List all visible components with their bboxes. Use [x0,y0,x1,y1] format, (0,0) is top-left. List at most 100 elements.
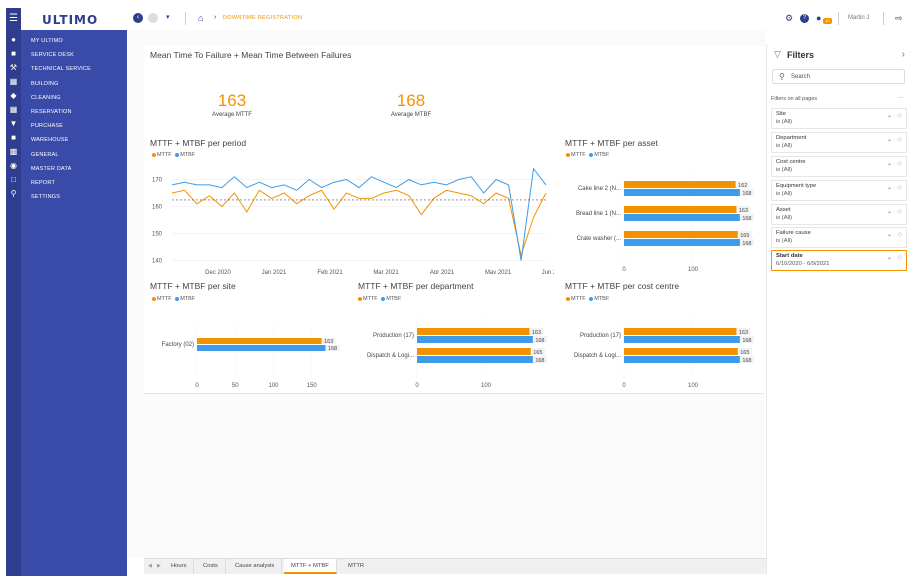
grid-icon[interactable]: ▩ [9,147,18,156]
tab-scroll-right-icon[interactable]: ▶ [157,563,161,569]
filter-start-date[interactable]: Start date 6/10/2020 - 6/9/2021 ⌄ ◇ [771,250,907,271]
divider [185,12,186,25]
tab-scroll-left-icon[interactable]: ◀ [148,563,152,569]
nav-item-settings[interactable]: SETTINGS [31,194,61,201]
chevron-down-icon[interactable]: ⌄ [886,161,892,167]
chevron-down-icon[interactable]: ⌄ [886,232,892,238]
database-icon[interactable]: ◉ [10,161,17,170]
help-icon[interactable]: ? [800,14,809,23]
nav-item-service-desk[interactable]: SERVICE DESK [31,52,74,59]
data-label: 163 [324,339,333,345]
eraser-icon[interactable]: ◇ [897,161,902,167]
legend-mttf-label: MTTF [571,152,586,158]
legend-mtbf-label: MTBF [594,152,610,158]
x-tick-label: Feb 2021 [317,270,343,274]
tab-mttr[interactable]: MTTR [348,563,365,569]
chevron-down-icon[interactable]: ⌄ [886,113,892,119]
user-name[interactable]: Martin J [848,15,870,21]
user-icon[interactable]: ● [11,35,16,44]
nav-menu: MY ULTIMO SERVICE DESK TECHNICAL SERVICE… [21,34,127,204]
filter-asset[interactable]: Asset is (All) ⌄ ◇ [771,204,907,225]
bar-mtbf [624,189,740,196]
nav-item-cleaning[interactable]: CLEANING [31,94,61,101]
category-label: Production (17) [580,333,621,339]
back-icon[interactable]: ‹ [133,13,143,23]
service-desk-icon[interactable]: ■ [11,49,16,58]
collapse-panel-icon[interactable]: › [901,49,905,60]
building-icon[interactable]: ▦ [9,77,18,86]
calendar-icon[interactable]: ▦ [9,105,18,114]
logout-icon[interactable]: ⇨ [895,13,903,23]
report-icon[interactable]: □ [11,175,16,184]
chevron-down-icon[interactable]: ⌄ [886,185,892,191]
forward-icon[interactable] [148,13,158,23]
x-tick-label: 0 [622,267,626,273]
eraser-icon[interactable]: ◇ [897,113,902,119]
warehouse-icon[interactable]: ■ [11,133,16,142]
filter-site[interactable]: Site is (All) ⌄ ◇ [771,108,907,129]
category-label: Cake line 2 (N... [578,186,621,192]
page-tabs: ◀ ▶ Hours Costs Cause analysis MTTF + MT… [144,558,766,574]
chevron-down-icon[interactable]: ⌄ [886,255,892,261]
hamburger-menu-icon[interactable]: ☰ [9,13,18,24]
filter-name: Site [776,111,786,117]
settings-key-icon[interactable]: ⚲ [10,189,17,198]
bar-mttf [624,328,737,335]
eraser-icon[interactable]: ◇ [897,232,902,238]
nav-item-master-data[interactable]: MASTER DATA [31,165,72,172]
icon-rail: ☰ ● ■ ⚒ ▦ ◆ ▦ ▼ ■ ▩ ◉ □ ⚲ [6,8,21,576]
eraser-icon[interactable]: ◇ [897,137,902,143]
notifications-icon[interactable]: ● [816,13,822,23]
cart-icon[interactable]: ▼ [9,119,18,128]
search-icon: ⚲ [779,72,785,81]
chevron-down-icon[interactable]: ⌄ [886,209,892,215]
nav-item-purchase[interactable]: PURCHASE [31,123,64,130]
filter-cost-centre[interactable]: Cost centre is (All) ⌄ ◇ [771,156,907,177]
bar-mtbf [417,336,533,343]
tab-mttf-mtbf[interactable]: MTTF + MTBF [284,559,337,574]
search-placeholder: Search [791,74,811,80]
tab-cause-analysis[interactable]: Cause analysis [228,559,283,574]
more-options-icon[interactable]: … [898,94,904,100]
eraser-icon[interactable]: ◇ [897,209,902,215]
nav-item-building[interactable]: BUILDING [31,80,59,87]
cost-centre-legend: MTTF MTBF [566,296,609,302]
eraser-icon[interactable]: ◇ [897,255,902,261]
nav-item-my-ultimo[interactable]: MY ULTIMO [31,38,63,44]
period-chart-title: MTTF + MTBF per period [150,138,247,148]
x-tick-label: 100 [688,383,699,389]
gear-icon[interactable]: ⚙ [785,13,794,23]
data-label: 165 [533,350,542,356]
bar-mtbf [624,336,740,343]
filter-failure-cause[interactable]: Failure cause is (All) ⌄ ◇ [771,227,907,248]
filter-value: is (All) [776,238,793,244]
filter-value: 6/10/2020 - 6/9/2021 [776,261,830,267]
data-label-bg [737,231,752,238]
filter-value: is (All) [776,167,793,173]
eraser-icon[interactable]: ◇ [897,185,902,191]
nav-item-reservation[interactable]: RESERVATION [31,108,72,115]
nav-item-report[interactable]: REPORT [31,179,56,186]
ultimo-logo: Ultimo [42,13,99,27]
tab-costs[interactable]: Costs [196,559,226,574]
nav-item-general[interactable]: GENERAL [31,151,59,158]
nav-item-technical-service[interactable]: TECHNICAL SERVICE [31,66,91,73]
history-dropdown-icon[interactable]: ▾ [166,14,170,21]
data-label-bg [739,239,754,246]
cleaning-icon[interactable]: ◆ [10,91,17,100]
filter-value: is (All) [776,143,793,149]
bar-mtbf [624,239,740,246]
legend-mtbf-dot [589,296,594,301]
wrench-icon[interactable]: ⚒ [9,63,18,72]
filters-search-input[interactable]: ⚲ Search [772,69,905,84]
nav-item-warehouse[interactable]: WAREHOUSE [31,137,69,144]
data-label-bg [739,336,754,343]
asset-bar-chart: 0 100 Cake line 2 (N... 162 168 Bread line 1 … [576,171,754,273]
filter-department[interactable]: Department is (All) ⌄ ◇ [771,132,907,153]
breadcrumb[interactable]: DOWNTIME REGISTRATION [223,15,303,21]
dashboard-card: Mean Time To Failure + Mean Time Between… [144,46,764,394]
tab-hours[interactable]: Hours [164,559,195,574]
filter-equipment-type[interactable]: Equipment type is (All) ⌄ ◇ [771,180,907,201]
home-icon[interactable]: ⌂ [198,13,204,23]
chevron-down-icon[interactable]: ⌄ [886,137,892,143]
